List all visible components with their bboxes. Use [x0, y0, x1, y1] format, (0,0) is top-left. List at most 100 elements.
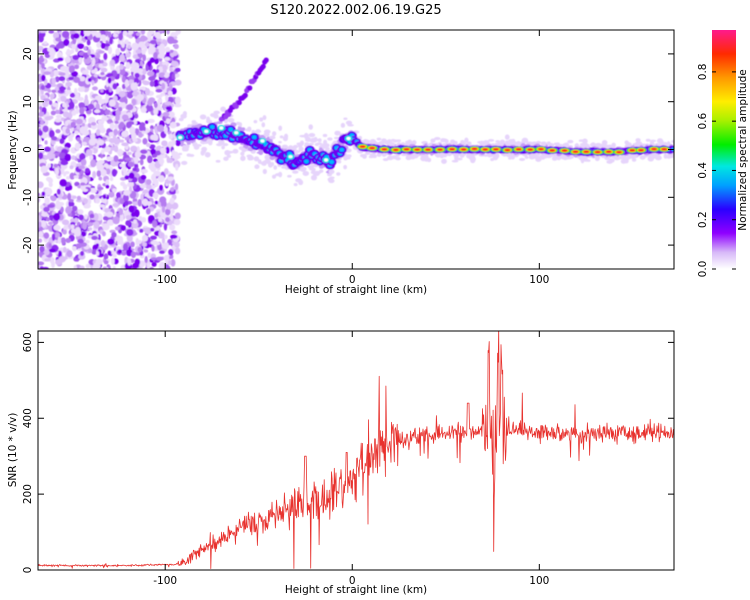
- halo-blob: [523, 153, 528, 157]
- snr-y-tick-label: 400: [22, 408, 34, 428]
- noise-blob: [134, 151, 142, 158]
- noise-blob: [107, 265, 111, 269]
- noise-blob: [87, 103, 95, 110]
- noise-blob: [173, 154, 181, 160]
- colorbar-gradient: [712, 30, 736, 269]
- noise-blob: [137, 240, 142, 244]
- noise-blob: [117, 158, 124, 163]
- halo-blob: [327, 149, 332, 153]
- noise-blob: [157, 98, 163, 104]
- noise-blob: [160, 92, 166, 97]
- noise-blob: [41, 191, 46, 197]
- noise-blob: [165, 118, 171, 125]
- halo-blob: [258, 149, 264, 156]
- noise-blob: [107, 46, 113, 55]
- noise-blob: [94, 95, 102, 100]
- noise-blob: [39, 204, 45, 210]
- noise-blob: [125, 121, 132, 129]
- halo-blob: [323, 143, 330, 148]
- noise-blob: [154, 57, 159, 65]
- halo-blob: [519, 157, 526, 161]
- noise-blob: [155, 256, 164, 261]
- noise-blob: [84, 167, 90, 174]
- noise-blob: [147, 71, 155, 77]
- halo-blob: [308, 124, 313, 130]
- noise-blob: [44, 116, 53, 121]
- noise-blob: [163, 126, 168, 135]
- noise-blob: [112, 266, 116, 269]
- noise-blob: [41, 62, 45, 69]
- noise-blob: [71, 43, 77, 50]
- noise-blob: [100, 71, 105, 76]
- noise-blob: [158, 72, 166, 78]
- halo-blob: [410, 156, 415, 160]
- noise-blob: [84, 54, 88, 60]
- noise-blob: [61, 239, 65, 245]
- noise-blob: [39, 119, 45, 125]
- noise-blob: [168, 133, 174, 140]
- halo-blob: [426, 143, 433, 146]
- noise-blob: [72, 55, 80, 61]
- noise-blob: [63, 66, 71, 73]
- noise-blob: [161, 140, 168, 147]
- halo-blob: [271, 174, 277, 179]
- noise-blob: [127, 259, 132, 266]
- noise-blob: [74, 130, 79, 135]
- noise-blob: [58, 76, 66, 82]
- noise-blob: [165, 217, 170, 223]
- noise-blob: [54, 118, 62, 123]
- halo-blob: [450, 139, 456, 144]
- noise-blob: [43, 71, 51, 76]
- noise-blob: [95, 135, 103, 140]
- noise-blob: [91, 79, 95, 86]
- noise-blob: [161, 82, 166, 90]
- noise-blob: [81, 70, 89, 75]
- halo-blob: [652, 152, 657, 158]
- noise-blob: [109, 176, 114, 182]
- noise-blob: [80, 250, 85, 256]
- noise-blob: [170, 31, 177, 37]
- halo-blob: [441, 158, 447, 164]
- noise-blob: [124, 39, 129, 45]
- halo-blob: [262, 168, 267, 175]
- noise-blob: [91, 121, 97, 126]
- noise-blob: [82, 198, 88, 204]
- noise-blob: [150, 148, 157, 155]
- noise-blob: [130, 145, 138, 153]
- noise-blob: [139, 149, 148, 154]
- noise-blob: [173, 218, 181, 226]
- noise-blob: [126, 228, 134, 237]
- branch-blob: [236, 100, 242, 106]
- ridge-inner: [251, 135, 257, 140]
- halo-blob: [213, 110, 220, 115]
- noise-blob: [159, 209, 167, 217]
- noise-blob: [170, 259, 176, 267]
- noise-blob: [69, 172, 75, 180]
- noise-blob: [171, 202, 179, 210]
- halo-blob: [244, 128, 252, 132]
- noise-blob: [58, 86, 66, 91]
- noise-blob: [82, 119, 86, 124]
- noise-blob: [93, 220, 100, 229]
- noise-blob: [106, 156, 113, 161]
- halo-blob: [651, 143, 657, 147]
- noise-blob: [73, 175, 79, 179]
- noise-blob: [130, 63, 135, 68]
- noise-blob: [124, 79, 129, 88]
- halo-blob: [401, 153, 408, 157]
- halo-blob: [391, 138, 396, 142]
- halo-blob: [421, 155, 427, 158]
- noise-blob: [44, 146, 51, 153]
- noise-blob: [38, 130, 43, 137]
- noise-blob: [173, 43, 179, 50]
- ridge-inner: [209, 124, 215, 130]
- noise-blob: [64, 120, 69, 126]
- noise-blob: [57, 57, 64, 62]
- ridge-peak: [638, 148, 645, 152]
- noise-blob: [149, 30, 155, 35]
- noise-blob: [38, 230, 44, 238]
- noise-blob: [89, 154, 94, 161]
- halo-blob: [282, 136, 288, 142]
- noise-blob: [148, 215, 155, 223]
- noise-blob: [95, 32, 102, 38]
